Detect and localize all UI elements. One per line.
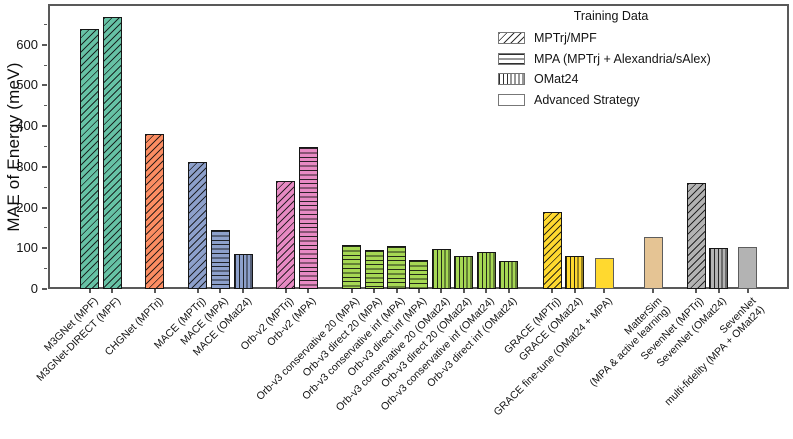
y-tick-mark [42, 84, 47, 87]
x-tick-mark [307, 289, 310, 293]
y-tick-label: 0 [30, 281, 38, 296]
bar [387, 246, 406, 289]
bar [499, 260, 519, 289]
x-tick-mark [196, 289, 199, 293]
bar [454, 255, 474, 289]
y-minor-tick-mark [44, 146, 47, 147]
bar [476, 251, 496, 289]
x-tick-mark [573, 289, 576, 293]
bar [210, 229, 230, 289]
y-tick-mark [42, 247, 47, 250]
x-tick-mark [350, 289, 353, 293]
x-tick-mark [695, 289, 698, 293]
x-tick-mark [603, 289, 606, 293]
plot-area [48, 4, 789, 289]
y-tick-mark [42, 165, 47, 168]
y-tick-label: 400 [16, 118, 38, 134]
legend-swatch-none [498, 93, 525, 106]
legend-swatch-diagonal [498, 32, 525, 45]
y-tick-label: 600 [16, 36, 38, 52]
x-tick-mark [717, 289, 720, 293]
bar [233, 253, 253, 289]
bar [342, 245, 362, 289]
x-tick-mark [111, 289, 114, 293]
x-tick-mark [507, 289, 510, 293]
x-tick-mark [242, 289, 245, 293]
y-tick-mark [42, 206, 47, 209]
legend-swatch-vertical [498, 73, 525, 86]
bar [643, 236, 663, 289]
y-tick-label: 500 [16, 77, 38, 93]
x-tick-mark [746, 289, 749, 293]
x-tick-mark [153, 289, 156, 293]
bar [188, 162, 207, 289]
legend-swatch-horizontal [498, 52, 525, 65]
y-minor-tick-mark [44, 64, 47, 66]
bar [364, 249, 384, 289]
y-minor-tick-mark [44, 186, 47, 188]
y-tick-mark [42, 43, 47, 46]
x-tick-mark [462, 289, 465, 293]
bar [298, 146, 318, 289]
x-tick-mark [417, 289, 420, 293]
legend-entry-label: Advanced Strategy [534, 92, 640, 107]
bar [431, 249, 451, 289]
x-tick-mark [219, 289, 222, 293]
legend-row: Advanced Strategy [498, 90, 724, 111]
bar [738, 247, 758, 289]
legend-row: OMat24 [498, 69, 724, 90]
x-tick-mark [88, 289, 91, 293]
y-tick-label: 200 [16, 199, 38, 215]
legend-entries: MPTrj/MPF MPA (MPTrj + Alexandria/sAlex) O… [498, 28, 724, 110]
legend-row: MPTrj/MPF [498, 28, 724, 49]
x-tick-mark [373, 289, 376, 293]
bar [409, 260, 429, 289]
legend-row: MPA (MPTrj + Alexandria/sAlex) [498, 49, 724, 70]
bar [565, 256, 585, 289]
x-tick-mark [652, 289, 655, 293]
y-tick-label: 100 [16, 240, 38, 256]
bar [102, 17, 122, 289]
y-tick-mark [42, 125, 47, 128]
legend-entry-label: MPTrj/MPF [534, 31, 597, 46]
x-tick-mark [395, 289, 398, 293]
bar [686, 183, 706, 289]
legend-entry-label: OMat24 [534, 72, 579, 87]
y-minor-tick-mark [44, 268, 47, 270]
legend-entry-label: MPA (MPTrj + Alexandria/sAlex) [534, 51, 711, 66]
bar [542, 212, 562, 289]
y-tick-label: 300 [16, 158, 38, 174]
x-tick-mark [284, 289, 287, 293]
x-tick-mark [485, 289, 488, 293]
y-minor-tick-mark [44, 227, 47, 229]
x-tick-mark [440, 289, 443, 293]
bar [145, 133, 165, 289]
y-minor-tick-mark [44, 23, 47, 25]
legend: Training Data MPTrj/MPF MPA (MPTrj + Alex… [498, 9, 724, 110]
legend-title: Training Data [573, 9, 649, 23]
bar [276, 181, 296, 289]
y-tick-mark [42, 288, 47, 290]
y-minor-tick-mark [44, 105, 47, 107]
bar [594, 258, 614, 289]
bar [80, 29, 100, 289]
x-tick-mark [551, 289, 554, 293]
bar [709, 248, 729, 289]
